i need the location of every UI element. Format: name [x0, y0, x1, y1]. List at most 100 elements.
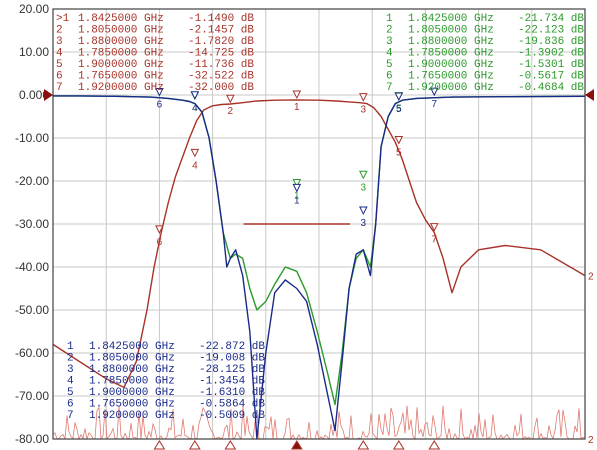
marker-table-index: 7	[67, 410, 74, 422]
marker-table-frequency: 1.9000000 GHz	[89, 387, 175, 399]
marker-table-value: -0.4684 dB	[518, 82, 584, 94]
marker-table-index: 5	[56, 59, 63, 71]
marker-table-frequency: 1.9000000 GHz	[78, 59, 164, 71]
marker-table-value: -0.5009 dB	[199, 410, 265, 422]
marker-number: 3	[361, 105, 367, 116]
marker-triangle-icon	[292, 178, 302, 188]
y-tick-label: -70.00	[15, 389, 49, 403]
marker-table-index: 6	[56, 71, 63, 83]
marker-number: 6	[157, 100, 163, 111]
marker-table-value: -28.125 dB	[199, 364, 265, 376]
marker-table-index: >1	[56, 13, 70, 25]
trace2-marker-3[interactable]: 3	[359, 170, 368, 193]
trace1-marker-3[interactable]: 3	[359, 93, 368, 116]
marker-triangle-icon	[190, 148, 200, 158]
marker-table-value: -1.6310 dB	[199, 387, 265, 399]
marker-table-frequency: 1.7850000 GHz	[78, 48, 164, 60]
marker-table-frequency: 1.8800000 GHz	[89, 364, 175, 376]
marker-number: 4	[192, 103, 198, 114]
y-tick-label: -30.00	[15, 217, 49, 231]
y-axis-ticks: 20.00 10.00 0.000 -10.00 -20.00 -30.00 -40.00 -…	[15, 2, 49, 446]
marker-position-icon[interactable]	[188, 440, 201, 450]
grid	[53, 9, 585, 439]
marker-position-icon[interactable]	[357, 440, 370, 450]
marker-table-value: -1.3902 dB	[518, 48, 584, 60]
marker-table-frequency: 1.9200000 GHz	[78, 82, 164, 94]
reference-level-right-icon[interactable]	[585, 89, 594, 101]
trace3-marker-3[interactable]: 3	[359, 206, 368, 229]
marker-table-frequency: 1.9200000 GHz	[89, 410, 175, 422]
marker-number: 5	[396, 147, 402, 158]
marker-number: 6	[157, 237, 163, 248]
marker-number: 4	[192, 103, 198, 114]
marker-table-value: -21.734 dB	[518, 13, 584, 25]
marker-triangle-icon	[155, 225, 164, 234]
marker-triangle-icon	[394, 135, 404, 145]
y-tick-label: -50.00	[15, 303, 49, 317]
marker-table-index: 5	[386, 59, 393, 71]
marker-position-icon[interactable]	[428, 440, 441, 450]
trace1-marker-7[interactable]: 7	[429, 223, 439, 246]
marker-number: 1	[294, 195, 300, 206]
marker-table-value: -22.872 dB	[199, 341, 265, 353]
trace1-marker-4[interactable]: 4	[190, 148, 200, 171]
marker-number: 3	[361, 182, 367, 193]
marker-number: 7	[431, 99, 437, 110]
marker-number: 5	[396, 104, 402, 115]
marker-number: 2	[228, 106, 234, 117]
trace1-marker-2[interactable]: 2	[226, 94, 235, 117]
marker-table-frequency: 1.8050000 GHz	[89, 353, 175, 365]
y-tick-label: 0.000	[19, 88, 49, 102]
trace3-marker-6[interactable]: 6	[155, 88, 164, 111]
marker-triangle-icon	[190, 91, 200, 100]
marker-table-index: 6	[67, 399, 74, 411]
y-tick-label: -20.00	[15, 174, 49, 188]
trace1-marker-5[interactable]: 5	[394, 135, 404, 158]
marker-table-frequency: 1.8425000 GHz	[78, 13, 164, 25]
marker-table-value: -11.736 dB	[188, 59, 254, 71]
marker-number: 1	[294, 102, 300, 113]
marker-table-frequency: 1.7650000 GHz	[408, 71, 494, 83]
marker-table-value: -22.123 dB	[518, 25, 584, 37]
marker-table-frequency: 1.7850000 GHz	[408, 48, 494, 60]
marker-number: 4	[192, 160, 198, 171]
marker-table-index: 3	[67, 364, 74, 376]
marker-triangle-icon	[429, 223, 439, 232]
y-tick-label: 10.00	[19, 45, 49, 59]
trace3-marker-7[interactable]: 7	[429, 87, 439, 110]
trace3-marker-1[interactable]: 1	[292, 183, 302, 206]
bottom-marker-triangles[interactable]	[153, 440, 441, 450]
marker-triangle-icon	[394, 92, 404, 102]
marker-triangle-icon	[292, 90, 302, 100]
marker-table-frequency: 1.7650000 GHz	[78, 71, 164, 83]
marker-table-index: 2	[56, 25, 63, 37]
marker-table-index: 4	[67, 376, 74, 388]
marker-triangle-icon	[359, 93, 368, 102]
marker-position-icon[interactable]	[224, 440, 237, 450]
active-marker-position-icon[interactable]	[290, 440, 303, 450]
reference-arrows[interactable]	[44, 89, 594, 101]
marker-table-frequency: 1.9200000 GHz	[408, 82, 494, 94]
marker-table-value: -1.3454 dB	[199, 376, 265, 388]
trace-end-label: 2	[588, 435, 594, 446]
trace2-marker-1[interactable]: 1	[292, 178, 302, 201]
trace1-marker-6[interactable]: 6	[155, 225, 164, 248]
marker-number: 1	[294, 190, 300, 201]
trace3-marker-5[interactable]: 5	[394, 92, 404, 115]
marker-table-value: -19.836 dB	[518, 36, 584, 48]
marker-table-index: 3	[56, 36, 63, 48]
marker-triangle-icon	[359, 170, 368, 180]
marker-position-icon[interactable]	[392, 440, 405, 450]
marker-triangle-icon	[429, 87, 439, 97]
marker-table-frequency: 1.8050000 GHz	[78, 25, 164, 37]
trace-end-label: 2	[588, 272, 594, 283]
marker-table-value: -32.000 dB	[188, 82, 254, 94]
trace1-marker-1[interactable]: 1	[292, 90, 302, 113]
marker-position-icon[interactable]	[153, 440, 166, 450]
y-tick-label: -80.00	[15, 432, 49, 446]
marker-number: 5	[396, 104, 402, 115]
trace3-marker-4[interactable]: 4	[190, 91, 200, 114]
reference-level-left-icon[interactable]	[44, 89, 53, 101]
